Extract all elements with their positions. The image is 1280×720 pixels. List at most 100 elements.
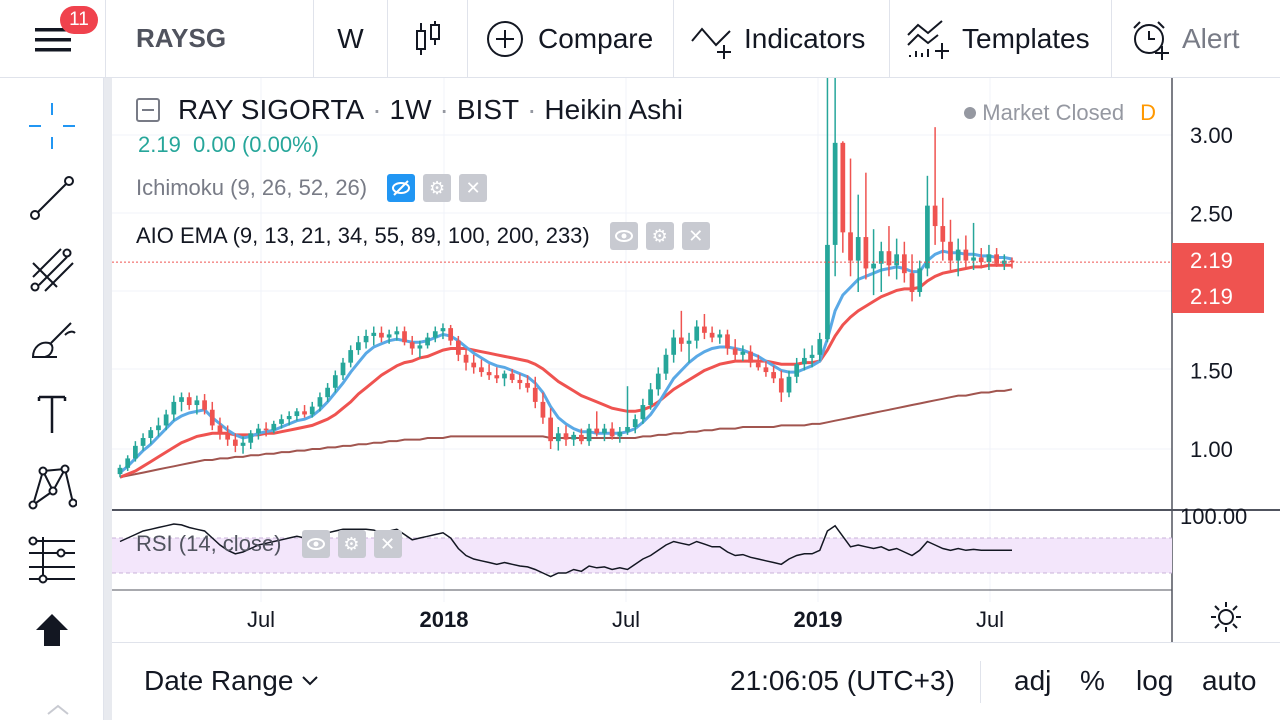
- settings-gear-icon[interactable]: ⚙: [645, 222, 674, 250]
- candle-body: [763, 367, 769, 373]
- candle-body: [917, 268, 923, 292]
- drawing-toolbar: [0, 78, 104, 720]
- candle-body: [948, 241, 953, 261]
- collapse-legend-icon[interactable]: [136, 98, 160, 122]
- trend-line-tool-button[interactable]: [22, 168, 82, 228]
- remove-close-icon[interactable]: ✕: [373, 530, 402, 558]
- legend-exchange: BIST: [456, 94, 520, 125]
- text-icon: [37, 395, 67, 433]
- candle-body: [709, 332, 715, 338]
- chart-settings-button[interactable]: [1206, 597, 1246, 637]
- menu-button[interactable]: 11: [0, 0, 106, 77]
- candle-body: [617, 431, 623, 437]
- candle-body: [609, 428, 615, 437]
- candle-body: [517, 379, 523, 384]
- chart-pane[interactable]: 3.00 2.50 1.50 1.00 2.19 2.19 100.00 Jul 2018 Jul…: [112, 78, 1280, 642]
- candles-icon: [415, 20, 440, 55]
- crosshair-tool-button[interactable]: [22, 96, 82, 156]
- remove-close-icon[interactable]: ✕: [459, 174, 488, 202]
- hidden-eye-icon[interactable]: [387, 174, 416, 202]
- ema-legend[interactable]: AIO EMA (9, 13, 21, 34, 55, 89, 100, 200…: [136, 222, 710, 250]
- candle-body: [263, 428, 269, 431]
- scroll-up-button[interactable]: [22, 600, 82, 660]
- candle-body: [886, 251, 892, 266]
- main-series-legend[interactable]: RAY SIGORTA · 1W · BIST · Heikin Ashi: [136, 94, 683, 126]
- indicators-label: Indicators: [744, 22, 866, 54]
- ema-label: AIO EMA (9, 13, 21, 34, 55, 89, 100, 200…: [136, 223, 590, 248]
- compare-button[interactable]: Compare: [468, 0, 674, 77]
- candle-body: [894, 254, 900, 266]
- ema-fast-line: [119, 249, 1013, 474]
- log-toggle[interactable]: log: [1136, 665, 1174, 696]
- candle-body: [901, 254, 907, 274]
- candle-body: [117, 467, 123, 475]
- clock-timezone[interactable]: 21:06:05 (UTC+3): [730, 665, 955, 696]
- candle-body: [840, 142, 846, 233]
- alert-button[interactable]: Alert: [1112, 0, 1280, 77]
- candle-body: [748, 351, 753, 363]
- settings-gear-icon[interactable]: ⚙: [337, 530, 366, 558]
- plus-circle-icon: [487, 20, 523, 57]
- candle-body: [994, 254, 999, 264]
- candle-body: [202, 400, 207, 410]
- candle-body: [909, 273, 915, 292]
- candle-body: [694, 326, 700, 341]
- candle-body: [963, 249, 969, 261]
- candle-body: [156, 425, 161, 431]
- market-status[interactable]: Market Closed D: [964, 100, 1156, 126]
- templates-button[interactable]: Templates: [890, 0, 1112, 77]
- candle-body: [363, 335, 369, 343]
- market-status-label: Market Closed: [982, 100, 1125, 125]
- percent-toggle[interactable]: %: [1080, 665, 1105, 696]
- candle-body: [309, 406, 315, 415]
- visibility-eye-icon[interactable]: [609, 222, 638, 250]
- indicators-button[interactable]: Indicators: [674, 0, 890, 77]
- candle-body: [678, 337, 684, 344]
- candle-body: [786, 376, 792, 393]
- text-tool-button[interactable]: [22, 384, 82, 444]
- candle-body: [402, 331, 407, 343]
- arrow-up-icon: [36, 614, 68, 646]
- adj-toggle[interactable]: adj: [1014, 665, 1052, 696]
- candle-body: [286, 416, 292, 420]
- candle-body: [632, 419, 638, 428]
- price-chart[interactable]: 3.00 2.50 1.50 1.00 2.19 2.19 100.00 Jul 2018 Jul…: [112, 78, 1280, 642]
- brush-tool-button[interactable]: [22, 312, 82, 372]
- interval-button[interactable]: W: [314, 0, 388, 77]
- remove-close-icon[interactable]: ✕: [681, 222, 710, 250]
- date-range-dropdown[interactable]: Date Range: [144, 665, 319, 697]
- price-axis-label: 1.50: [1190, 359, 1233, 384]
- fib-tool-button[interactable]: [22, 238, 82, 298]
- candle-body: [794, 364, 800, 377]
- visibility-eye-icon[interactable]: [301, 530, 330, 558]
- candle-body: [848, 232, 853, 261]
- candle-body: [640, 405, 646, 420]
- toolbar-divider: [104, 78, 112, 720]
- auto-toggle[interactable]: auto: [1202, 665, 1257, 696]
- settings-gear-icon[interactable]: ⚙: [423, 174, 452, 202]
- candle-body: [133, 445, 138, 459]
- prediction-tool-button[interactable]: [22, 530, 82, 590]
- price-axis-label: 1.00: [1190, 437, 1233, 462]
- candle-body: [294, 411, 300, 417]
- legend-chart-style: Heikin Ashi: [544, 94, 683, 125]
- rsi-legend[interactable]: RSI (14, close) ⚙ ✕: [112, 530, 402, 558]
- candle-body: [778, 378, 784, 393]
- candle-body: [555, 433, 561, 442]
- scroll-chevron-icon[interactable]: [44, 698, 72, 718]
- symbol-search-button[interactable]: RAYSG: [112, 0, 314, 77]
- pattern-tool-button[interactable]: [22, 456, 82, 516]
- candle-body: [594, 428, 600, 434]
- candle-body: [409, 342, 415, 349]
- candle-body: [540, 401, 546, 418]
- candle-body: [348, 350, 354, 363]
- last-price-badge: [1172, 243, 1264, 313]
- pattern-icon: [28, 464, 77, 510]
- compare-label: Compare: [538, 22, 654, 54]
- candle-body: [832, 142, 838, 245]
- candle-body: [932, 205, 938, 227]
- chart-type-button[interactable]: [388, 0, 468, 77]
- ichimoku-legend[interactable]: Ichimoku (9, 26, 52, 26) ⚙ ✕: [136, 174, 488, 202]
- last-price-badge-label: 2.19: [1190, 248, 1233, 273]
